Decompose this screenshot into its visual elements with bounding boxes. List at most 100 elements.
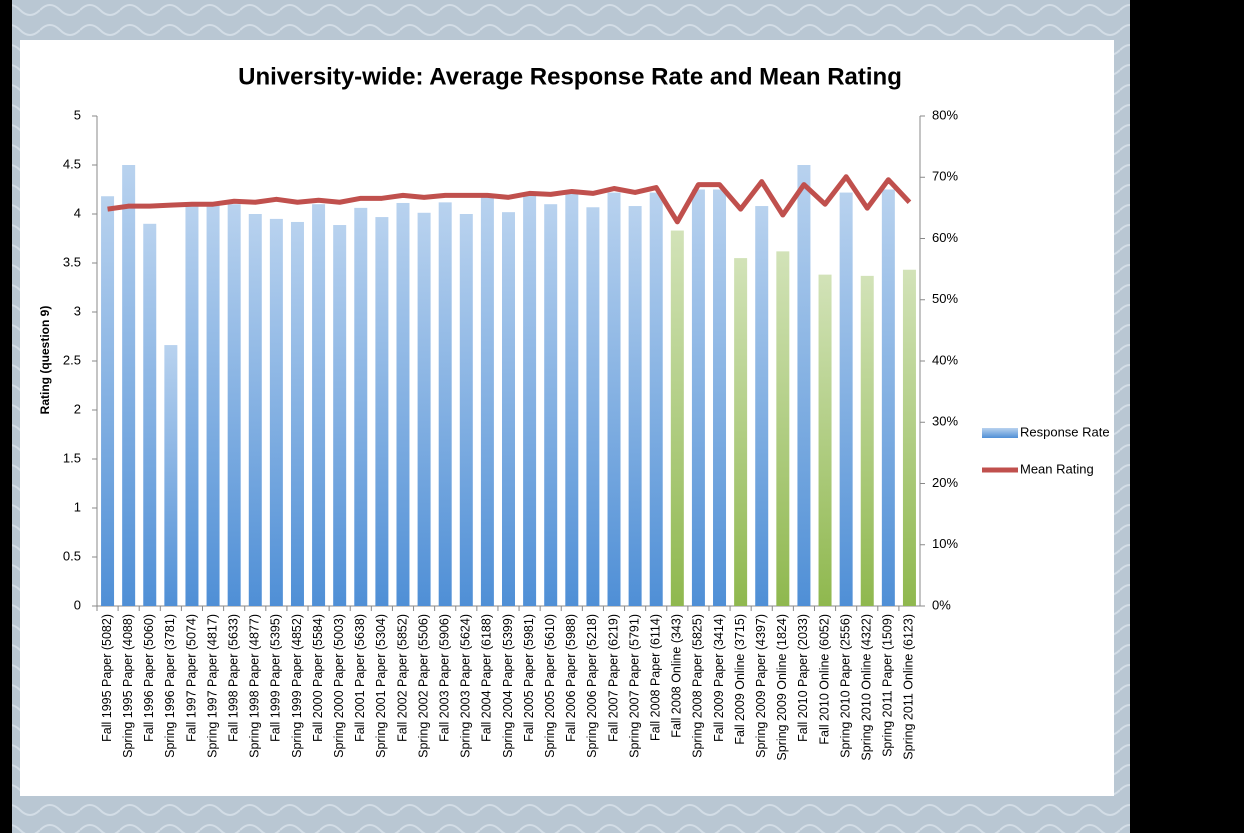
y2-tick-label: 60% <box>932 230 958 245</box>
x-tick-label: Spring 2006 Paper (5218) <box>585 614 599 758</box>
bar <box>860 275 874 606</box>
x-tick-label: Fall 2004 Paper (6188) <box>480 614 494 742</box>
bar <box>164 345 178 606</box>
bar <box>607 192 621 606</box>
y-tick-label: 2.5 <box>63 352 81 367</box>
bar <box>438 202 452 607</box>
bar <box>839 192 853 606</box>
x-tick-label: Fall 2010 Online (6052) <box>817 614 831 745</box>
bar <box>206 202 220 607</box>
x-tick-label: Fall 2009 Paper (3414) <box>712 614 726 742</box>
bar <box>227 204 241 606</box>
bar <box>691 189 705 606</box>
bar <box>354 207 368 606</box>
bar <box>375 217 389 606</box>
bar <box>480 197 494 606</box>
x-tick-label: Spring 2003 Paper (5624) <box>459 614 473 758</box>
y2-tick-label: 40% <box>932 352 958 367</box>
x-tick-label: Fall 2000 Paper (5584) <box>311 614 325 742</box>
bar <box>269 218 283 606</box>
bar <box>713 189 727 606</box>
bar <box>670 230 684 606</box>
bar <box>628 206 642 606</box>
y-tick-label: 1.5 <box>63 450 81 465</box>
bar <box>290 221 304 606</box>
y-tick-label: 4 <box>74 205 81 220</box>
bar <box>902 269 916 606</box>
x-tick-label: Spring 1997 Paper (4817) <box>205 614 219 758</box>
y-tick-label: 4.5 <box>63 156 81 171</box>
x-tick-label: Spring 2001 Paper (5304) <box>374 614 388 758</box>
x-tick-label: Fall 1996 Paper (5060) <box>142 614 156 742</box>
y2-tick-label: 30% <box>932 414 958 429</box>
x-tick-label: Fall 2003 Paper (5906) <box>437 614 451 742</box>
legend-label: Mean Rating <box>1020 461 1094 476</box>
x-tick-label: Fall 1998 Paper (5633) <box>226 614 240 742</box>
x-tick-label: Fall 2008 Paper (6114) <box>649 614 663 741</box>
bar <box>459 214 473 606</box>
x-tick-label: Spring 2000 Paper (5003) <box>332 614 346 758</box>
x-tick-label: Spring 2010 Online (4322) <box>860 614 874 761</box>
x-tick-label: Spring 2011 Online (6123) <box>902 614 916 760</box>
y-tick-label: 3 <box>74 303 81 318</box>
x-tick-label: Spring 2004 Paper (5399) <box>501 614 515 758</box>
bar <box>776 251 790 607</box>
x-tick-label: Spring 2009 Paper (4397) <box>754 614 768 758</box>
y2-tick-label: 80% <box>932 107 958 122</box>
bar <box>312 204 326 606</box>
bar <box>544 204 558 606</box>
x-tick-label: Spring 1995 Paper (4088) <box>121 614 135 758</box>
x-tick-label: Fall 2005 Paper (5981) <box>522 614 536 742</box>
y-tick-label: 3.5 <box>63 254 81 269</box>
bar <box>881 189 895 606</box>
chart-title: University-wide: Average Response Rate a… <box>238 63 902 90</box>
line <box>107 174 912 225</box>
y-tick-label: 2 <box>74 401 81 416</box>
x-tick-label: Spring 2007 Paper (5791) <box>627 614 641 758</box>
bar <box>248 214 262 606</box>
x-tick-label: Spring 1999 Paper (4852) <box>290 614 304 758</box>
bar <box>649 192 663 606</box>
y-tick-label: 0 <box>74 597 81 612</box>
x-tick-label: Spring 2002 Paper (5506) <box>416 614 430 758</box>
bar <box>755 206 769 606</box>
x-tick-label: Fall 2001 Paper (5638) <box>353 614 367 742</box>
x-tick-label: Fall 2009 Online (3715) <box>733 614 747 745</box>
x-tick-label: Spring 1996 Paper (3781) <box>163 614 177 758</box>
bar <box>122 165 136 606</box>
bar <box>101 196 115 607</box>
bar <box>333 225 347 606</box>
legend-swatch <box>982 428 1018 438</box>
bar <box>523 194 537 606</box>
y-tick-label: 5 <box>74 107 81 122</box>
bar <box>143 223 157 607</box>
bar <box>818 274 832 606</box>
x-tick-label: Fall 1999 Paper (5395) <box>269 614 283 742</box>
x-tick-label: Spring 2010 Paper (2556) <box>838 614 852 758</box>
bar <box>586 207 600 606</box>
y-tick-label: 1 <box>74 499 81 514</box>
bar <box>396 202 410 606</box>
x-tick-label: Spring 1998 Paper (4877) <box>248 614 262 758</box>
y2-tick-label: 0% <box>932 597 951 612</box>
legend-label: Response Rate <box>1020 424 1110 439</box>
bar <box>185 204 199 606</box>
bar <box>502 212 515 606</box>
x-tick-label: Spring 2009 Online (1824) <box>775 614 789 761</box>
y2-tick-label: 50% <box>932 291 958 306</box>
bar <box>797 165 811 606</box>
x-tick-label: Fall 2010 Paper (2033) <box>796 614 810 742</box>
x-tick-label: Fall 1995 Paper (5082) <box>100 614 114 742</box>
x-tick-label: Spring 2011 Paper (1509) <box>881 614 895 757</box>
x-tick-label: Spring 2005 Paper (5610) <box>543 614 557 758</box>
y2-tick-label: 70% <box>932 169 958 184</box>
y-tick-label: 0.5 <box>63 548 81 563</box>
x-tick-label: Fall 2008 Online (343) <box>670 614 684 738</box>
bar <box>417 212 431 606</box>
y2-tick-label: 10% <box>932 536 958 551</box>
x-tick-label: Fall 2002 Paper (5852) <box>395 614 409 742</box>
x-tick-label: Fall 1997 Paper (5074) <box>184 614 198 742</box>
y-axis-label: Rating (question 9) <box>38 306 52 415</box>
